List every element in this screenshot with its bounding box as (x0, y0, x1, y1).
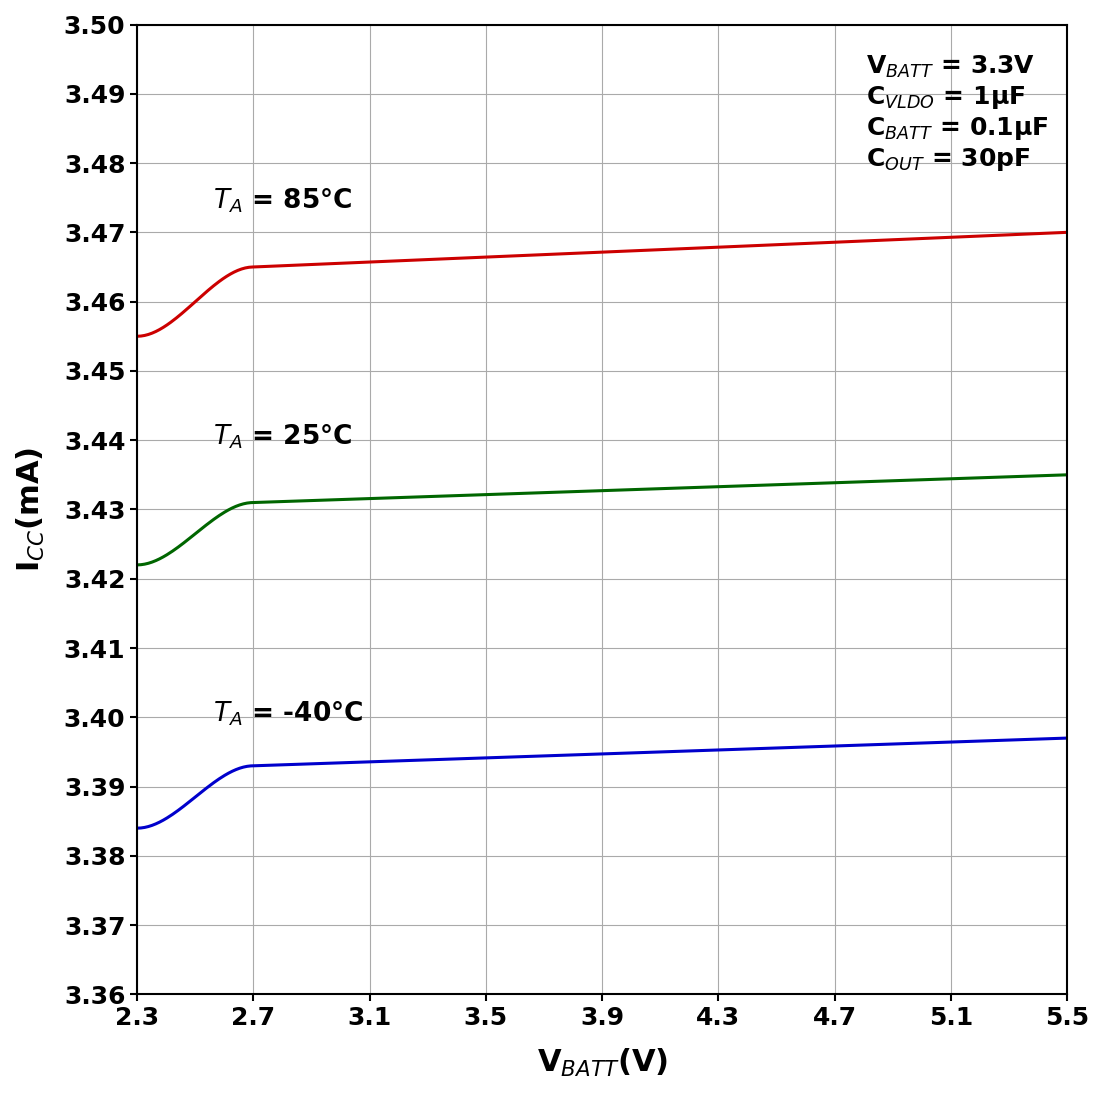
Text: $T_A$ = 85°C: $T_A$ = 85°C (213, 187, 352, 216)
Text: $T_A$ = 25°C: $T_A$ = 25°C (213, 422, 352, 451)
Y-axis label: I$_{CC}$(mA): I$_{CC}$(mA) (15, 447, 47, 572)
Text: $T_A$ = -40°C: $T_A$ = -40°C (213, 699, 363, 729)
Text: V$_{BATT}$ = 3.3V
C$_{VLDO}$ = 1μF
C$_{BATT}$ = 0.1μF
C$_{OUT}$ = 30pF: V$_{BATT}$ = 3.3V C$_{VLDO}$ = 1μF C$_{B… (866, 54, 1049, 173)
X-axis label: V$_{BATT}$(V): V$_{BATT}$(V) (537, 1047, 668, 1079)
